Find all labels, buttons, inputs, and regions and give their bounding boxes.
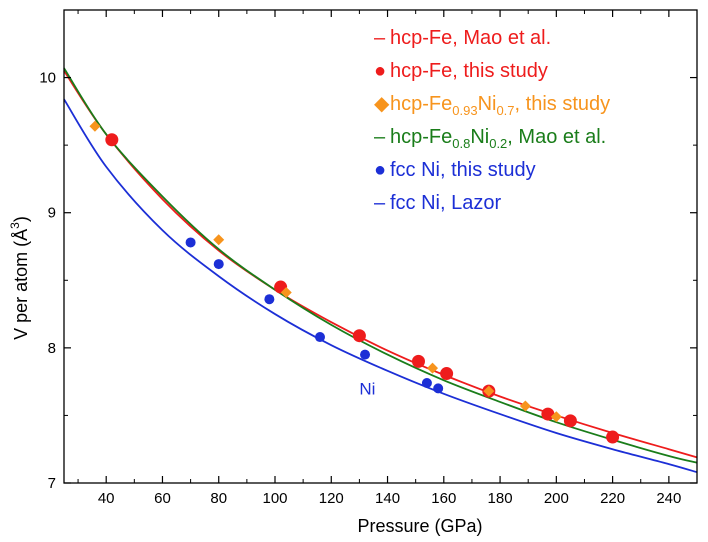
legend-part: , this study [515,93,611,115]
legend-symbol-3: – [374,126,386,148]
point-hcp-fe0-93ni0-7-this-study [427,362,439,374]
legend-symbol-0: – [374,27,386,49]
ni-annotation: Ni [359,379,375,398]
y-tick-label: 8 [48,340,56,357]
point-fcc-ni-this-study [213,259,224,270]
legend-entry-1: hcp-Fe, this study [390,60,548,82]
plot-frame [63,9,698,484]
data-markers [89,120,620,444]
legend-subscript: 0.7 [496,103,514,118]
legend-entry-4: fcc Ni, this study [390,159,536,181]
legend-part: hcp-Fe [390,93,452,115]
x-tick-label: 100 [262,490,287,507]
point-fcc-ni-this-study [315,332,326,343]
legend-symbol-4: ● [374,159,386,181]
point-hcp-fe0-93ni0-7-this-study [483,385,495,397]
legend-symbol-1: ● [374,60,386,82]
x-tick-label: 240 [656,490,681,507]
legend-part: hcp-Fe [390,126,452,148]
y-tick-label: 9 [48,205,56,222]
point-fcc-ni-this-study [360,349,371,360]
legend-entry-5: fcc Ni, Lazor [390,192,501,214]
y-axis-title-sup: 3 [8,222,22,229]
x-axis-title: Pressure (GPa) [357,516,482,536]
x-tick-label: 220 [600,490,625,507]
legend-entry-3: hcp-Fe0.8Ni0.2, Mao et al. [390,126,606,151]
legend-subscript: 0.8 [452,136,470,151]
x-tick-label: 120 [319,490,344,507]
y-axis-title-main: V per atom (Å [11,229,31,340]
point-hcp-fe-this-study [440,367,454,381]
legend: – hcp-Fe, Mao et al.● hcp-Fe, this study◆ h… [374,27,610,214]
point-hcp-fe-this-study [105,133,119,147]
legend-part: , Mao et al. [507,126,606,148]
point-hcp-fe-this-study [411,354,425,368]
point-hcp-fe-this-study [541,407,555,421]
x-tick-label: 80 [210,490,227,507]
y-axis-title-close: ) [11,216,31,222]
y-axis-title: V per atom (Å3) [8,216,31,340]
point-fcc-ni-this-study [421,377,432,388]
legend-subscript: 0.2 [489,136,507,151]
legend-part: Ni [478,93,497,115]
point-fcc-ni-this-study [433,383,444,394]
legend-part: Ni [470,126,489,148]
y-tick-label: 7 [48,475,56,492]
legend-subscript: 0.93 [452,103,477,118]
point-fcc-ni-this-study [185,237,196,248]
point-fcc-ni-this-study [264,294,275,305]
legend-symbol-5: – [374,192,386,214]
axis-ticks: 40 60 80 100 120 140 160 180 200 220 240 7 8 9 10 [39,9,698,507]
legend-entry-0: hcp-Fe, Mao et al. [390,27,551,49]
point-hcp-fe0-93ni0-7-this-study [213,234,225,246]
point-hcp-fe0-93ni0-7-this-study [519,400,531,412]
point-hcp-fe0-93ni0-7-this-study [280,286,292,298]
point-hcp-fe0-93ni0-7-this-study [550,411,562,423]
y-tick-label: 10 [39,70,56,87]
x-tick-label: 40 [98,490,115,507]
point-hcp-fe-this-study [352,329,366,343]
x-tick-label: 200 [544,490,569,507]
point-hcp-fe-this-study [606,430,620,444]
x-tick-label: 180 [488,490,513,507]
curve-fcc-ni-lazor [63,98,698,474]
legend-entry-2: hcp-Fe0.93Ni0.7, this study [390,93,610,118]
x-tick-label: 160 [431,490,456,507]
x-tick-label: 140 [375,490,400,507]
point-hcp-fe0-93ni0-7-this-study [89,120,101,132]
x-tick-label: 60 [154,490,171,507]
legend-symbol-2: ◆ [374,93,390,115]
point-hcp-fe-this-study [563,414,577,428]
